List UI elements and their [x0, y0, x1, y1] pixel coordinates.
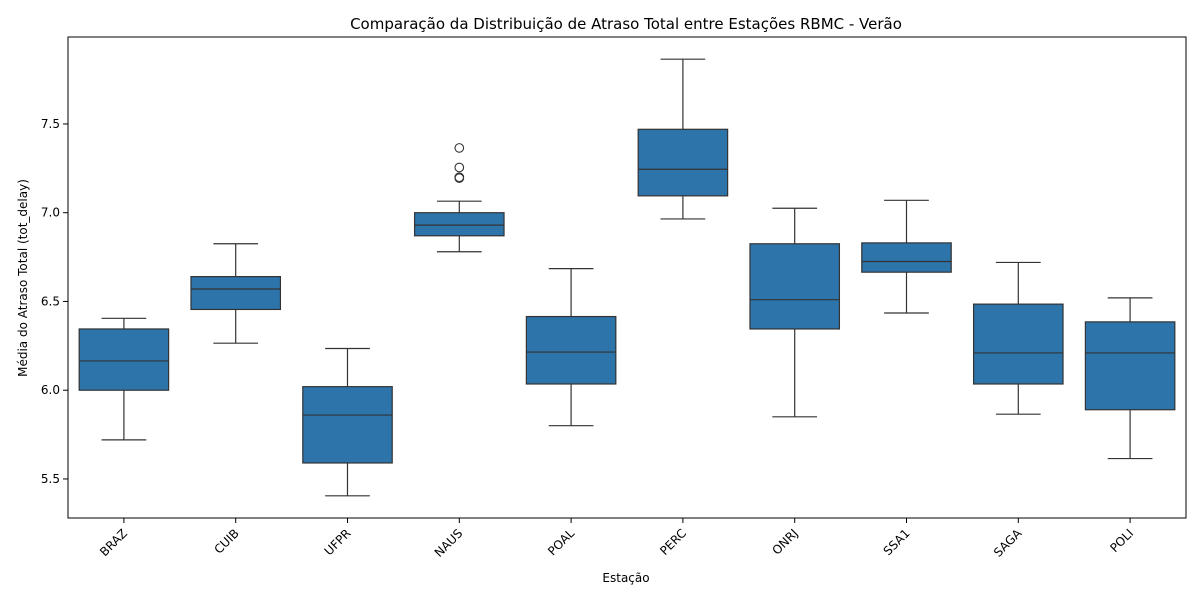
iqr-box-braz	[78, 328, 170, 391]
outlier-point-naus	[454, 172, 465, 183]
outlier-point-naus	[454, 143, 465, 153]
iqr-box-poal	[525, 315, 617, 385]
y-tick-label: 7.5	[41, 117, 60, 131]
iqr-box-onrj	[749, 243, 841, 330]
box-saga	[972, 261, 1064, 415]
x-axis: BRAZ CUIB UFPR NAUS POAL PERC ONRJ SSA1 SAGA POLI	[97, 518, 1136, 560]
y-axis: 5.5 6.0 6.5 7.0 7.5	[41, 117, 68, 486]
y-tick-label: 7.0	[41, 206, 60, 220]
x-tick-label: POAL	[545, 526, 577, 558]
iqr-box-saga	[972, 303, 1064, 385]
box-onrj	[749, 207, 841, 418]
iqr-box-perc	[637, 128, 729, 197]
plot-area	[78, 58, 1176, 497]
y-tick-label: 5.5	[41, 472, 60, 486]
box-braz	[78, 317, 170, 441]
y-tick-label: 6.5	[41, 294, 60, 308]
box-naus	[413, 143, 505, 253]
iqr-box-ufpr	[302, 386, 393, 464]
x-tick-label: ONRJ	[769, 526, 800, 557]
y-axis-label: Média do Atraso Total (tot_delay)	[16, 179, 30, 377]
iqr-box-cuib	[190, 276, 282, 311]
x-axis-label: Estação	[602, 571, 649, 585]
x-tick-label: POLI	[1107, 526, 1136, 555]
iqr-box-ssa1	[861, 242, 952, 273]
box-ssa1	[861, 199, 952, 314]
x-tick-label: PERC	[657, 526, 689, 558]
box-poal	[525, 268, 617, 427]
x-tick-label: CUIB	[211, 526, 241, 556]
box-cuib	[190, 243, 282, 344]
x-tick-label: NAUS	[432, 526, 466, 560]
box-poli	[1084, 297, 1176, 460]
iqr-box-poli	[1084, 321, 1176, 411]
box-ufpr	[302, 347, 393, 497]
chart-title: Comparação da Distribuição de Atraso Tot…	[350, 15, 902, 33]
x-tick-label: SSA1	[881, 526, 913, 558]
x-tick-label: SAGA	[991, 526, 1025, 560]
x-tick-label: BRAZ	[97, 526, 130, 559]
x-tick-label: UFPR	[322, 526, 354, 558]
axes-frame	[67, 36, 1187, 519]
box-perc	[637, 58, 729, 220]
iqr-box-naus	[413, 212, 505, 237]
y-tick-label: 6.0	[41, 383, 60, 397]
outlier-point-naus	[454, 162, 465, 173]
